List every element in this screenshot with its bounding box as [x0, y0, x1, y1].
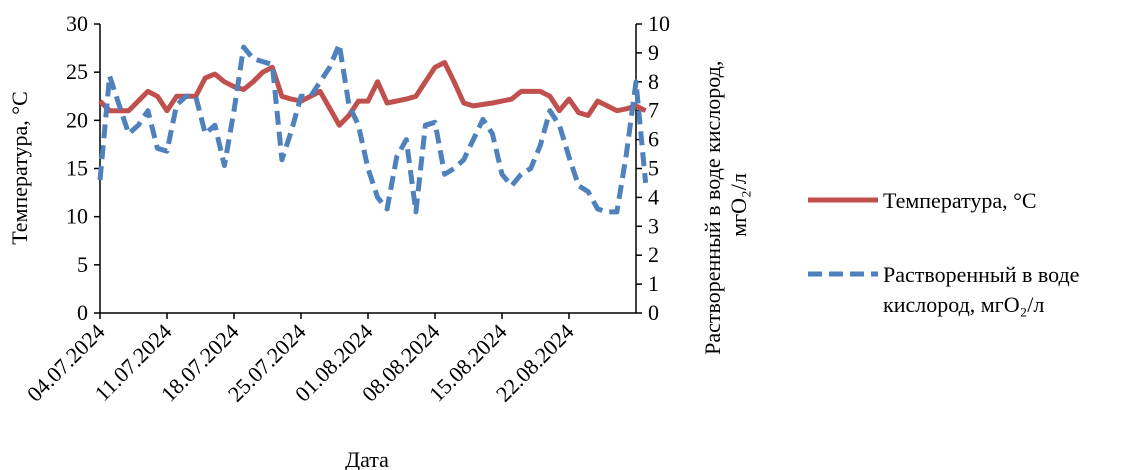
left-y-tick-label: 30: [66, 11, 88, 36]
right-y-axis-title: Растворенный в воде кислород, мгО₂/л: [700, 55, 751, 355]
series-layer: [97, 41, 649, 215]
right-y-axis-title-line2: мгО₂/л: [726, 173, 751, 237]
left-y-tick-label: 10: [66, 204, 88, 229]
right-y-tick-label: 8: [648, 69, 659, 94]
left-y-tick-label: 0: [77, 300, 88, 325]
right-y-tick-label: 0: [648, 300, 659, 325]
legend-label-oxygen-line2: кислород, мгО₂/л: [883, 292, 1044, 317]
left-y-tick-label: 25: [66, 59, 88, 84]
temperature-series-line: [98, 60, 647, 128]
right-y-axis-title-line1: Растворенный в воде кислород,: [700, 61, 725, 355]
legend-label-oxygen: Растворенный в воде кислород, мгО₂/л: [883, 262, 1085, 317]
left-y-tick-label: 5: [77, 252, 88, 277]
legend-label-temperature: Температура, °C: [883, 188, 1037, 213]
right-y-tick-label: 6: [648, 127, 659, 152]
right-y-tick-label: 3: [648, 213, 659, 238]
legend-label-oxygen-line1: Растворенный в воде: [883, 262, 1079, 287]
right-y-tick-label: 2: [648, 242, 659, 267]
right-y-tick-label: 7: [648, 98, 659, 123]
x-axis-title: Дата: [345, 447, 389, 470]
oxygen-series-line: [97, 41, 649, 215]
left-y-tick-label: 15: [66, 156, 88, 181]
x-axis-ticks: 04.07.202411.07.202418.07.202425.07.2024…: [22, 313, 579, 407]
right-y-tick-label: 4: [648, 184, 659, 209]
right-y-tick-label: 9: [648, 40, 659, 65]
left-y-axis-title: Температура, °C: [7, 91, 32, 245]
right-y-tick-label: 1: [648, 271, 659, 296]
right-y-axis-ticks: 0 1 2 3 4 5 6 7 8 9 10: [636, 11, 670, 325]
right-y-tick-label: 10: [648, 11, 670, 36]
left-y-axis-ticks: 0 5 10 15 20 25 30: [66, 11, 100, 325]
right-y-tick-label: 5: [648, 156, 659, 181]
left-y-tick-label: 20: [66, 107, 88, 132]
legend: Температура, °C Растворенный в воде кисл…: [808, 188, 1085, 317]
plot-area: 0 5 10 15 20 25 30 0 1 2 3 4 5 6 7 8 9 10 04.07.202411.0…: [22, 11, 670, 407]
